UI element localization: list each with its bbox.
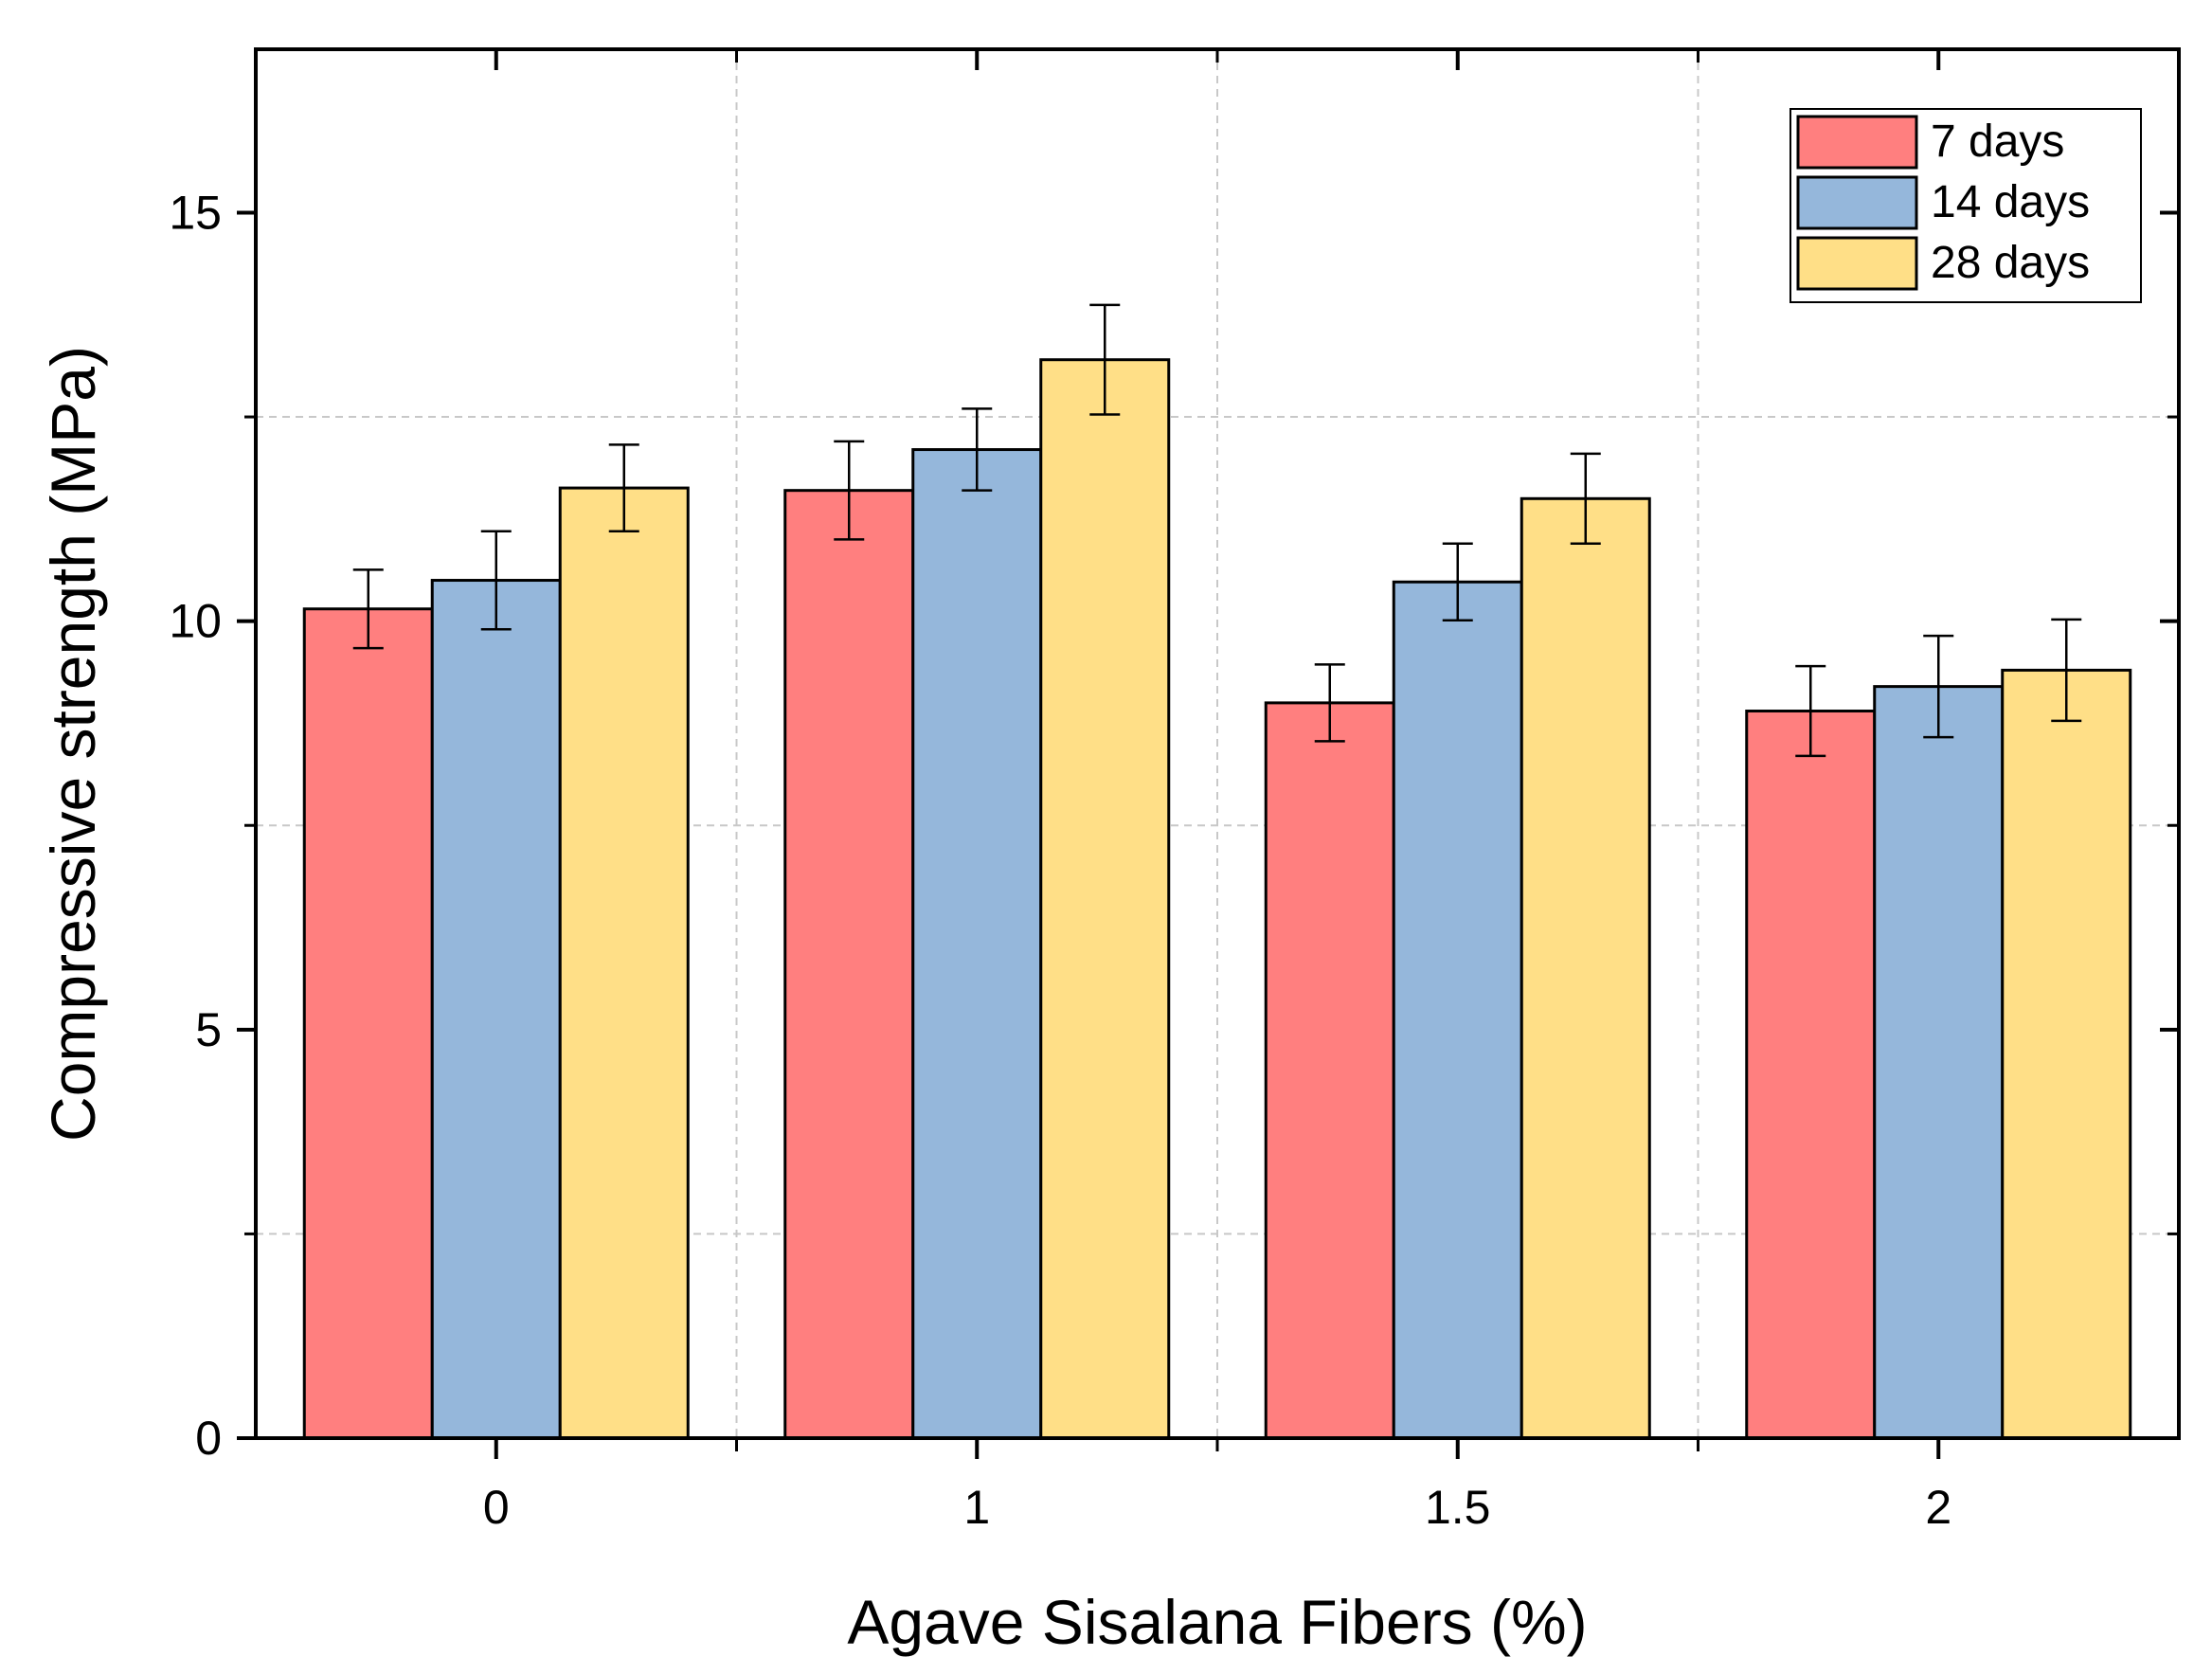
bar	[2001, 668, 2132, 1440]
x-tick-labels: 0 1 1.5 2	[483, 1481, 1951, 1534]
bar	[1392, 580, 1523, 1440]
y-tick-label: 5	[195, 1003, 222, 1056]
axis-ticks	[237, 49, 2179, 1459]
error-bar	[1570, 452, 1601, 545]
bar	[1873, 685, 2005, 1440]
bar	[911, 448, 1043, 1440]
error-bar	[1089, 303, 1121, 416]
bar	[1264, 701, 1395, 1440]
error-bar	[962, 407, 993, 492]
error-bar	[1795, 664, 1826, 758]
x-tick-label: 1	[963, 1481, 990, 1534]
y-tick-label: 15	[169, 186, 222, 239]
legend-swatch	[1796, 115, 1918, 170]
legend: 7 days 14 days 28 days	[1789, 108, 2142, 303]
error-bar	[608, 443, 639, 533]
legend-label: 14 days	[1931, 177, 2090, 227]
y-tick-label: 10	[169, 595, 222, 648]
legend-swatch	[1796, 236, 1918, 291]
error-bar	[1442, 542, 1473, 622]
legend-label: 28 days	[1931, 238, 2090, 288]
error-bar	[1314, 663, 1345, 743]
y-tick-labels: 0 5 10 15	[169, 186, 222, 1465]
bar	[783, 489, 915, 1440]
x-axis-title: Agave Sisalana Fibers (%)	[847, 1587, 1587, 1657]
x-tick-label: 1.5	[1425, 1481, 1491, 1534]
bar	[1039, 358, 1171, 1440]
bar	[430, 579, 562, 1440]
error-bar	[352, 568, 384, 650]
x-tick-label: 0	[483, 1481, 510, 1534]
legend-label: 7 days	[1931, 117, 2064, 167]
bars	[302, 358, 2132, 1440]
error-bar	[2051, 618, 2082, 723]
error-bar	[834, 440, 865, 541]
legend-swatch	[1796, 175, 1918, 230]
y-tick-label: 0	[195, 1412, 222, 1465]
error-bar	[1923, 634, 1954, 739]
y-axis-title: Compressive strength (MPa)	[38, 346, 108, 1142]
error-bar	[480, 530, 512, 631]
error-bars	[352, 303, 2082, 758]
bar	[1745, 710, 1877, 1440]
bar	[558, 486, 690, 1440]
x-tick-label: 2	[1925, 1481, 1951, 1534]
bar	[1520, 496, 1651, 1440]
bar	[302, 607, 434, 1440]
